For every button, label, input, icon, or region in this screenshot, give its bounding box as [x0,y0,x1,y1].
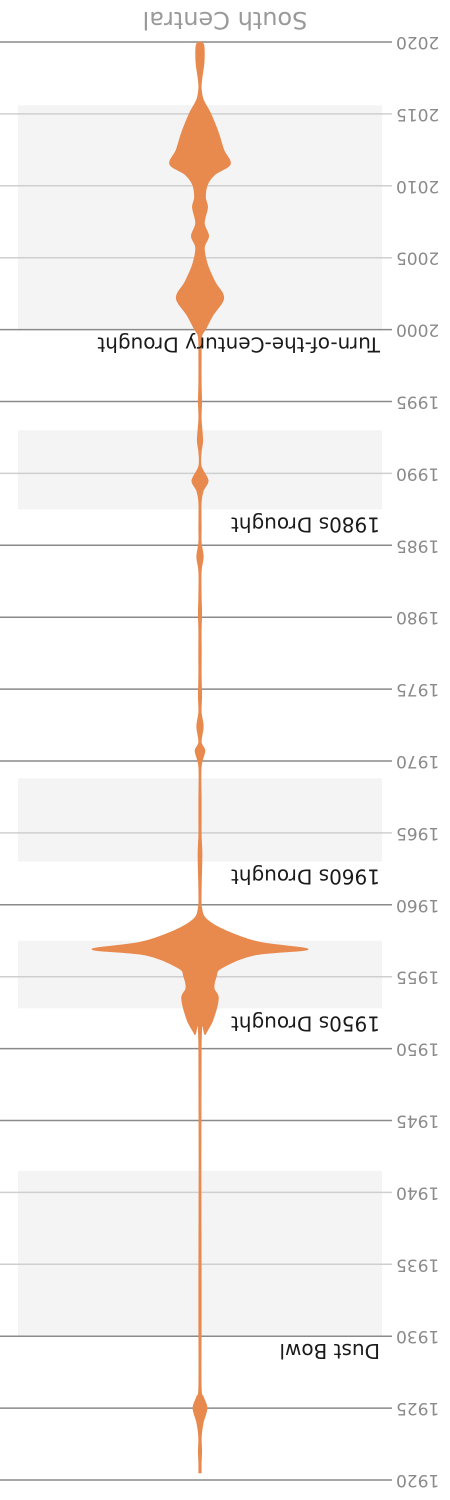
tick-label-1935: 1935 [396,1254,439,1274]
tick-label-2015: 2015 [396,104,439,124]
drought-label-2: 1960s Drought [231,865,380,889]
tick-label-1950: 1950 [396,1039,439,1059]
tick-label-1955: 1955 [396,967,439,987]
tick-label-1980: 1980 [396,607,439,627]
drought-label-3: 1980s Drought [231,512,380,536]
tick-label-1960: 1960 [396,895,439,915]
tick-label-1920: 1920 [396,1470,439,1490]
tick-label-1925: 1925 [396,1398,439,1418]
tick-label-2010: 2010 [396,176,439,196]
tick-label-1990: 1990 [396,463,439,483]
year-tick-labels: 1920 1925 1930 1935 1940 1945 1950 1955 1960 1965… [396,32,439,1490]
drought-labels: Dust Bowl 1950s Drought 1960s Drought 1980s… [97,333,381,1364]
tick-label-2020: 2020 [396,32,439,52]
tick-label-1985: 1985 [396,535,439,555]
drought-label-0: Dust Bowl [279,1339,380,1363]
tick-label-1965: 1965 [396,823,439,843]
tick-label-1930: 1930 [396,1326,439,1346]
tick-label-1970: 1970 [396,751,439,771]
drought-label-4: Turn-of-the-Century Drought [97,333,381,357]
tick-label-1975: 1975 [396,679,439,699]
density-violin [91,41,309,1474]
tick-label-1940: 1940 [396,1182,439,1202]
chart-title: South Central [143,6,308,34]
drought-label-1: 1950s Drought [231,1011,380,1035]
tick-label-2005: 2005 [396,248,439,268]
tick-label-1945: 1945 [396,1111,439,1131]
tick-label-2000: 2000 [396,320,439,340]
tick-label-1995: 1995 [396,392,439,412]
